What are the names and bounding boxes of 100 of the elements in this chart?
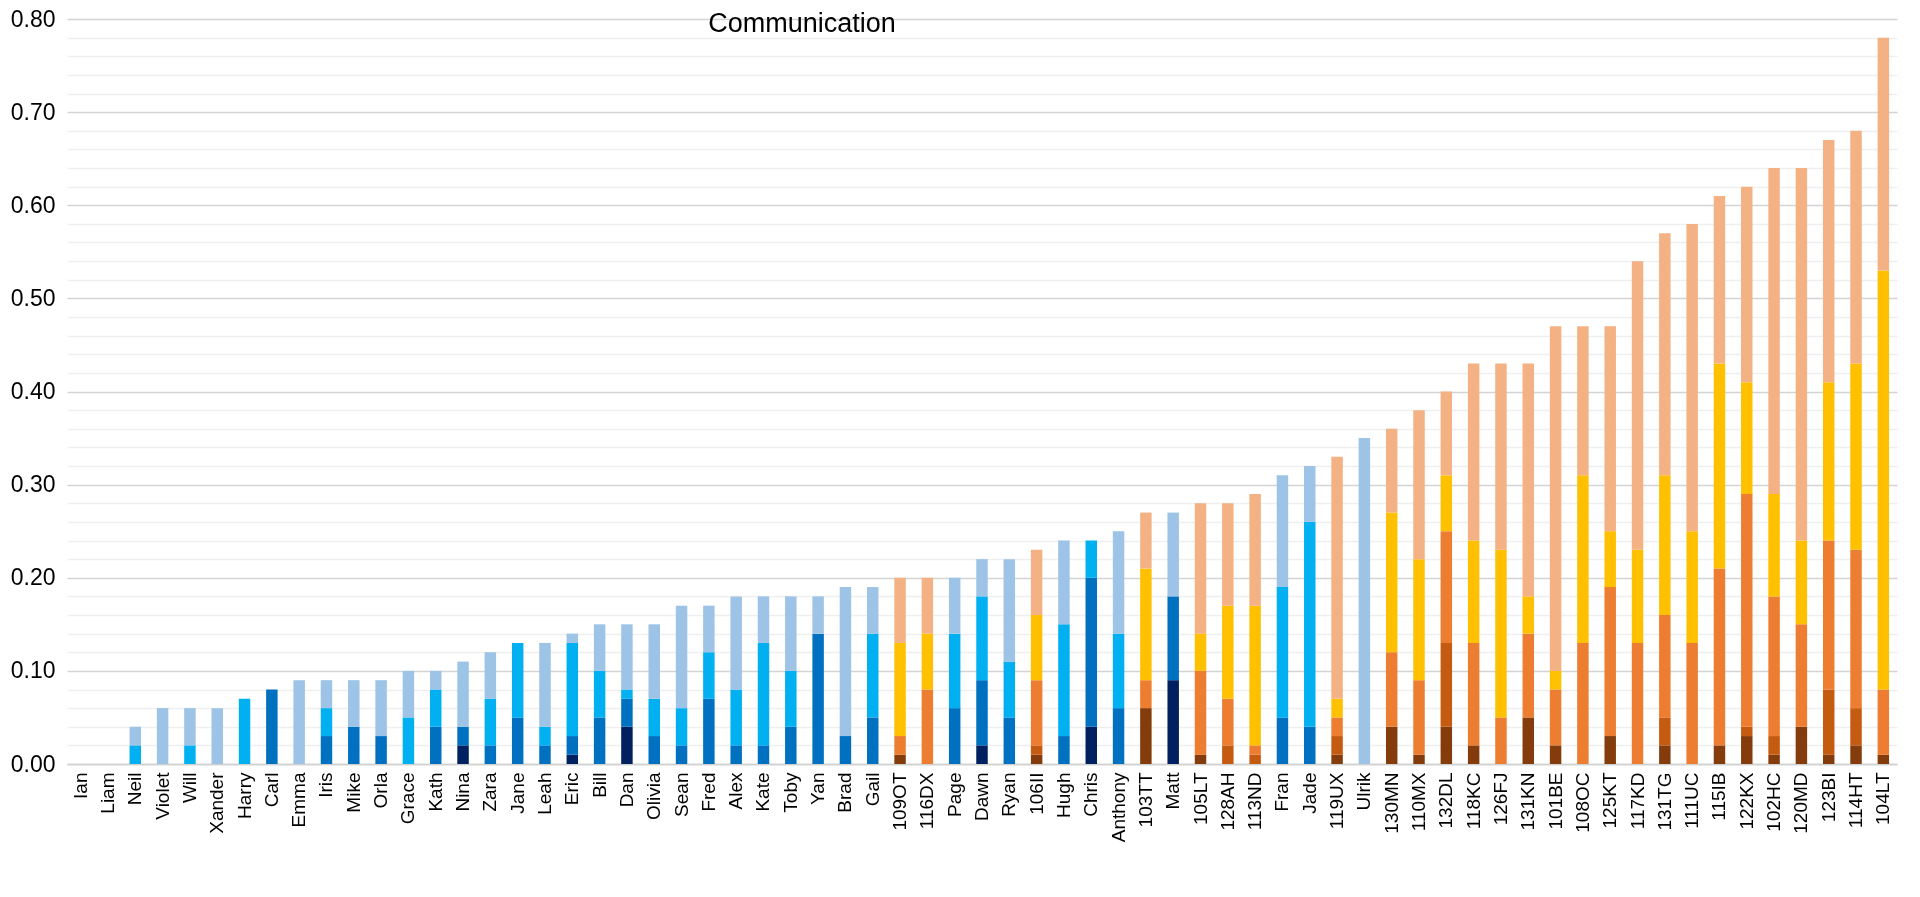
bar [1577, 326, 1589, 476]
bar [1413, 410, 1425, 560]
x-tick-label: 104LT [1872, 772, 1894, 825]
x-tick-label: Will [178, 772, 200, 804]
bar [1795, 168, 1808, 541]
bar [156, 708, 169, 764]
y-tick-label: 0.70 [10, 98, 56, 125]
bar [1085, 726, 1097, 764]
bar [1249, 605, 1261, 746]
bar [648, 698, 660, 737]
bar [1659, 233, 1671, 476]
bar [1112, 633, 1125, 709]
x-tick-label: Iris [315, 772, 337, 798]
bar [1713, 195, 1726, 364]
bar [839, 736, 852, 764]
bar [1440, 642, 1453, 727]
bar [757, 596, 770, 643]
bar [894, 642, 906, 737]
bar [1795, 540, 1808, 625]
bar [484, 745, 497, 764]
bar [1440, 391, 1453, 476]
bar [1768, 493, 1780, 597]
bar [593, 717, 606, 764]
bar [539, 726, 551, 746]
x-tick-label: Fred [697, 772, 719, 812]
bar [1140, 708, 1152, 764]
x-tick-label: 132DL [1435, 772, 1457, 829]
bar [1604, 531, 1616, 588]
bar [1822, 689, 1835, 755]
bar [1249, 745, 1261, 755]
x-tick-label: Brad [834, 772, 856, 813]
bar [703, 605, 715, 653]
bar [1877, 754, 1890, 764]
bar [1467, 540, 1480, 643]
bar [1331, 754, 1343, 764]
x-tick-label: 125KT [1599, 772, 1621, 829]
bar [1249, 493, 1261, 606]
bar [1140, 512, 1152, 569]
bar [675, 708, 688, 746]
bar [1631, 642, 1644, 764]
bar [1440, 726, 1453, 764]
bar [539, 745, 551, 764]
bar [1822, 382, 1835, 541]
bar [1522, 717, 1534, 764]
bar [1549, 670, 1562, 690]
bar [812, 596, 824, 634]
bar [730, 596, 742, 690]
bar [402, 717, 415, 764]
bar [566, 736, 579, 755]
bar [675, 605, 688, 709]
x-tick-label: Ryan [998, 772, 1020, 817]
bar [1385, 726, 1398, 764]
x-tick-label: Yan [807, 772, 829, 805]
bar [1194, 670, 1207, 755]
bar [593, 670, 606, 718]
bar [1768, 754, 1780, 764]
bar [1850, 708, 1862, 746]
bar [1222, 745, 1234, 764]
x-tick-label: Eric [561, 772, 583, 806]
bar [1276, 717, 1289, 764]
bar [785, 596, 797, 671]
bar [1003, 559, 1016, 662]
x-tick-label: Olivia [643, 772, 665, 821]
bar [948, 708, 961, 764]
bar [1358, 438, 1371, 764]
bar [1140, 680, 1152, 709]
x-tick-label: Chris [1080, 772, 1102, 817]
x-tick-label: 131KN [1517, 772, 1539, 831]
bar [1085, 577, 1097, 727]
bar [1467, 745, 1480, 764]
x-tick-label: Nina [452, 772, 474, 812]
x-tick-label: Sean [670, 772, 692, 817]
x-tick-label: 118KC [1462, 772, 1484, 830]
bar [1713, 745, 1726, 764]
bar [1385, 652, 1398, 727]
bar [1030, 549, 1043, 615]
bar [1522, 363, 1534, 597]
bar [1659, 615, 1671, 718]
x-tick-label: Dawn [971, 772, 992, 822]
x-tick-label: Xander [206, 771, 228, 834]
bar [621, 698, 633, 727]
bar [1741, 726, 1753, 737]
bar [1659, 745, 1671, 764]
x-tick-label: Grace [397, 772, 419, 825]
bar [1795, 726, 1808, 764]
x-tick-label: Kate [752, 772, 774, 812]
x-tick-label: 110MX [1408, 772, 1430, 832]
bar [976, 680, 988, 746]
bar [184, 708, 196, 746]
chart-title: Communication [708, 8, 896, 38]
bar [293, 680, 305, 764]
bar [1331, 717, 1343, 737]
bar [1741, 186, 1753, 383]
bar [375, 680, 387, 737]
bar [129, 745, 142, 764]
bar [1686, 531, 1698, 643]
bar [1058, 624, 1070, 737]
bar [430, 689, 442, 727]
bar [1304, 466, 1316, 522]
bar [566, 642, 579, 737]
